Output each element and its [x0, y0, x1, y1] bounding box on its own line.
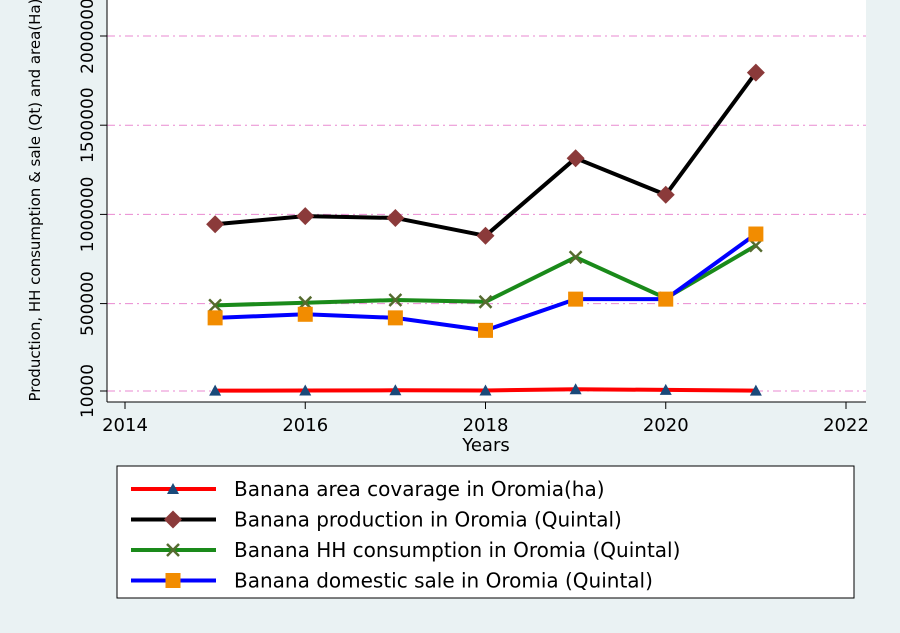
- legend: Banana area covarage in Oromia(ha) Banana…: [116, 465, 855, 599]
- data-point: [749, 384, 762, 396]
- legend-label: Banana area covarage in Oromia(ha): [234, 477, 605, 501]
- data-point: [746, 63, 765, 82]
- legend-swatch-marker: [166, 543, 180, 557]
- legend-entry: Banana area covarage in Oromia(ha): [131, 477, 605, 501]
- data-point: [656, 185, 675, 204]
- data-point: [299, 384, 312, 396]
- legend-swatch-marker: [164, 510, 182, 529]
- y-tick-label: 2000000: [78, 0, 98, 74]
- data-point: [389, 384, 402, 396]
- data-point: [208, 298, 223, 313]
- y-tick-label: 1500000: [78, 87, 98, 163]
- data-point: [748, 238, 763, 253]
- data-point: [568, 250, 583, 265]
- data-point: [569, 383, 582, 395]
- data-point: [206, 215, 225, 234]
- data-point: [568, 291, 584, 307]
- legend-label: Banana domestic sale in Oromia (Quintal): [234, 569, 653, 593]
- legend-entry: Banana domestic sale in Oromia (Quintal): [131, 569, 653, 593]
- data-point-stroke: [568, 250, 583, 265]
- x-tick-label: 2020: [643, 415, 689, 436]
- x-tick-label: 2022: [823, 415, 869, 436]
- y-tick-label: 500000: [78, 271, 98, 336]
- data-point: [479, 384, 492, 396]
- y-tick-label: 10000: [78, 364, 98, 418]
- x-tick-label: 2016: [282, 415, 328, 436]
- data-point: [658, 291, 674, 307]
- plot-area: [107, 0, 866, 402]
- y-axis-label: Production, HH consumption & sale (Qt) a…: [26, 0, 44, 401]
- data-point: [297, 306, 313, 322]
- data-point: [387, 310, 403, 326]
- data-point-stroke: [298, 295, 313, 310]
- data-point: [298, 295, 313, 310]
- legend-entry: Banana HH consumption in Oromia (Quintal…: [131, 538, 680, 562]
- data-point: [659, 383, 672, 395]
- data-point: [207, 310, 223, 326]
- data-point-stroke: [748, 238, 763, 253]
- legend-label: Banana HH consumption in Oromia (Quintal…: [234, 538, 680, 562]
- data-point: [478, 294, 493, 309]
- data-point-stroke: [208, 298, 223, 313]
- data-point: [748, 226, 764, 242]
- x-axis-label: Years: [461, 435, 510, 456]
- data-point: [478, 322, 493, 338]
- data-point: [296, 207, 315, 226]
- x-tick-label: 2018: [463, 415, 509, 436]
- axes: 10000 500000 1000000 1500000 2000000 2014 2016…: [78, 0, 869, 436]
- legend-entry: Banana production in Oromia (Quintal): [131, 508, 622, 532]
- data-point: [566, 149, 585, 168]
- data-point: [476, 226, 495, 245]
- legend-swatch-marker: [165, 573, 181, 588]
- legend-swatch-marker-stroke: [166, 543, 180, 557]
- series: [206, 63, 765, 396]
- x-tick-label: 2014: [102, 415, 148, 436]
- data-point: [209, 384, 222, 396]
- data-point-stroke: [478, 294, 493, 309]
- y-tick-label: 1000000: [78, 177, 98, 253]
- legend-box: [116, 465, 855, 599]
- legend-label: Banana production in Oromia (Quintal): [234, 508, 622, 532]
- data-point: [388, 293, 403, 307]
- data-point: [386, 208, 405, 227]
- data-point-stroke: [388, 293, 403, 307]
- legend-swatch-marker: [167, 483, 179, 494]
